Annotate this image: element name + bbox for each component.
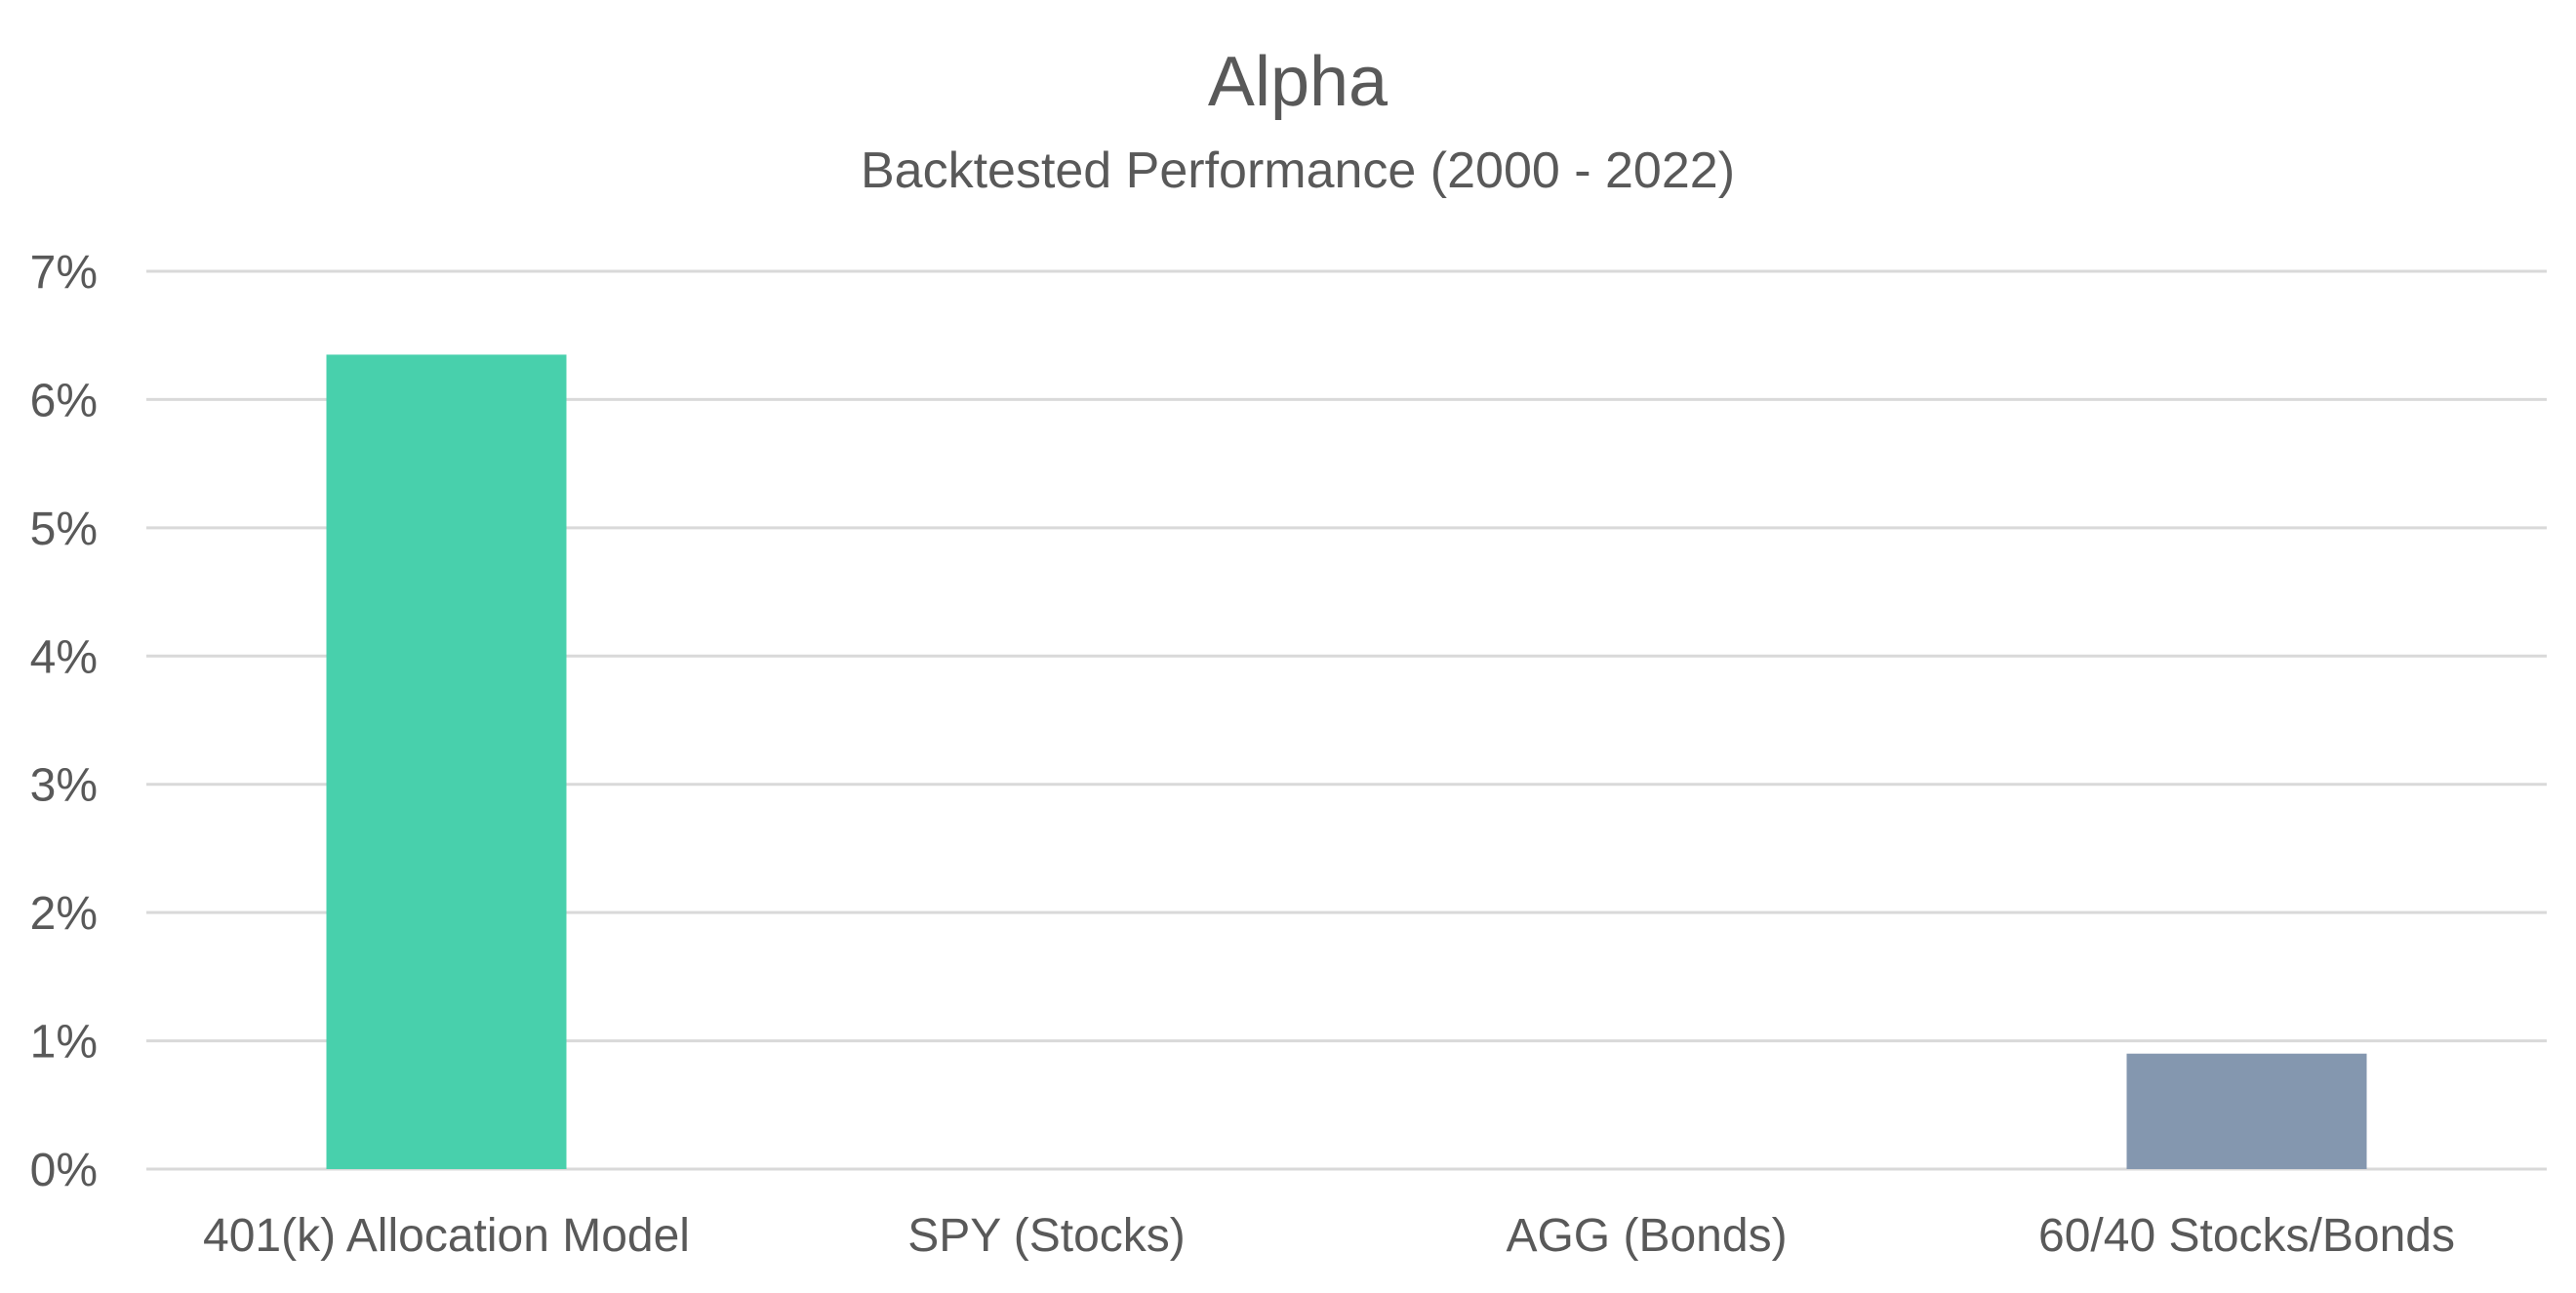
x-tick-label: 60/40 Stocks/Bonds: [2038, 1210, 2455, 1262]
bar: [326, 354, 567, 1169]
y-tick-label: 7%: [30, 247, 98, 299]
y-tick-label: 1%: [30, 1017, 98, 1069]
y-tick-label: 0%: [30, 1145, 98, 1196]
chart-subtitle: Backtested Performance (2000 - 2022): [861, 142, 1735, 199]
y-axis-tick-labels: 0% 1% 2% 3% 4% 5% 6% 7%: [30, 247, 98, 1196]
y-tick-label: 5%: [30, 504, 98, 555]
y-tick-label: 2%: [30, 888, 98, 940]
bar: [2126, 1053, 2367, 1169]
x-tick-label: SPY (Stocks): [907, 1210, 1186, 1262]
x-tick-label: AGG (Bonds): [1506, 1210, 1787, 1262]
y-tick-label: 4%: [30, 631, 98, 683]
x-tick-label: 401(k) Allocation Model: [203, 1210, 690, 1262]
bars: [326, 354, 2367, 1169]
y-tick-label: 6%: [30, 375, 98, 426]
x-axis-tick-labels: 401(k) Allocation Model SPY (Stocks) AGG (…: [203, 1210, 2455, 1262]
y-tick-label: 3%: [30, 760, 98, 812]
chart-title: Alpha: [1208, 43, 1389, 121]
